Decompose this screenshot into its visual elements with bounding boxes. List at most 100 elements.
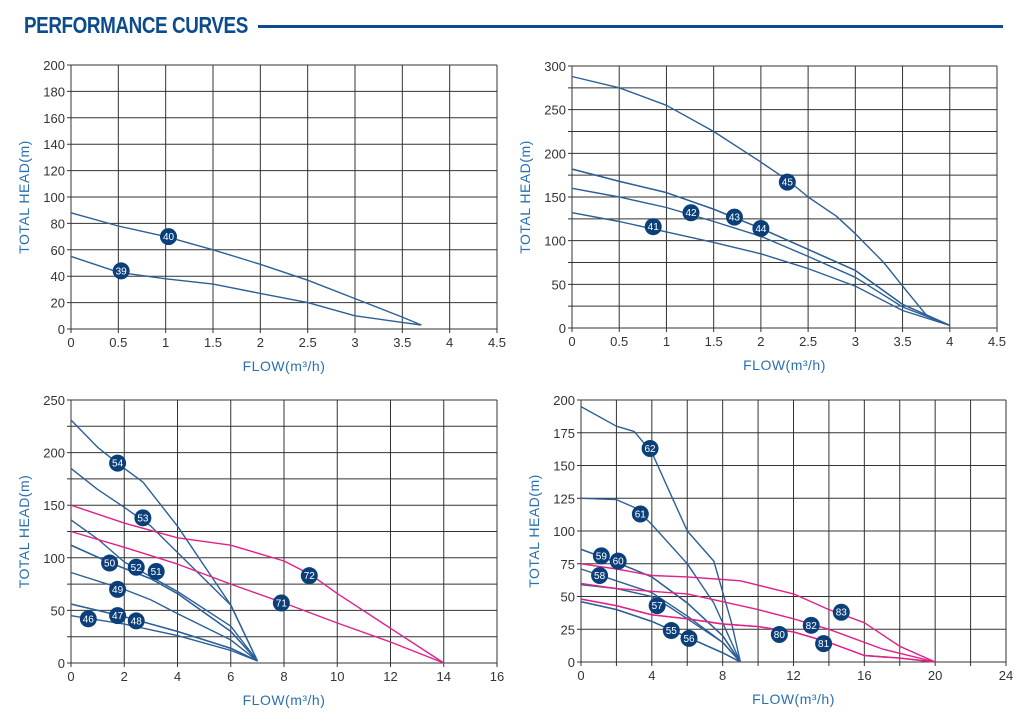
x-tick-label: 2 [757,334,764,349]
curve-58 [580,568,741,663]
curve-72 [70,504,445,664]
curve-marker-40 [160,228,178,246]
curve-label-60: 60 [613,557,625,568]
x-tick-label: 16 [490,669,504,684]
chart-2: 0 0.5 1 1.5 2 2.5 3 3.5 4 4.5 0 50 100 150 200 250 300 FL… [517,59,1006,373]
curve-61 [580,497,742,663]
curve-label-48: 48 [131,616,143,627]
x-tick-label: 12 [786,668,800,683]
y-axis-title: TOTAL HEAD(m) [526,474,542,588]
y-tick-label: 100 [553,524,575,539]
y-tick-label: 50 [561,590,575,605]
curve-45 [571,75,951,327]
y-tick-label: 250 [43,393,65,408]
curve-marker-42 [682,204,700,222]
y-tick-label: 0 [58,322,65,337]
x-tick-label: 4.5 [988,334,1006,349]
curve-marker-61 [631,505,649,523]
y-axis-title: TOTAL HEAD(m) [16,140,32,254]
curve-marker-50 [101,554,119,572]
x-axis-title: FLOW(m³/h) [243,692,326,708]
curve-marker-47 [109,607,127,625]
x-tick-label: 4 [946,334,953,349]
y-tick-label: 160 [43,111,65,126]
x-tick-label: 10 [330,669,344,684]
curve-marker-60 [609,552,627,570]
curve-39 [70,255,422,326]
curve-label-82: 82 [806,621,818,632]
curve-48 [70,603,258,662]
x-tick-label: 14 [437,669,451,684]
curve-41 [571,212,951,327]
curve-82 [580,582,936,663]
curve-label-59: 59 [596,551,608,562]
y-tick-label: 0 [568,655,575,670]
curve-marker-45 [778,173,796,191]
curve-label-50: 50 [104,559,116,570]
curve-marker-43 [725,208,743,226]
curve-label-80: 80 [774,630,786,641]
curve-label-61: 61 [635,509,647,520]
curve-marker-82 [802,616,820,634]
curve-54 [70,419,259,662]
x-tick-label: 3 [351,335,358,350]
curve-label-54: 54 [112,459,124,470]
y-tick-label: 40 [51,269,65,284]
curve-label-56: 56 [683,634,695,645]
y-tick-label: 25 [561,622,575,637]
curve-label-49: 49 [112,585,124,596]
y-tick-label: 50 [552,277,566,292]
curve-marker-41 [644,218,662,236]
curve-marker-58 [591,567,609,585]
chart-3: 0 2 4 6 8 10 12 14 16050100150200250FLOW(m³/h)TO… [16,393,504,708]
y-axis-title: TOTAL HEAD(m) [517,140,533,254]
curve-label-47: 47 [112,611,124,622]
curve-label-55: 55 [666,626,678,637]
x-tick-label: 0 [568,334,575,349]
y-axis-title: TOTAL HEAD(m) [16,475,32,589]
y-tick-label: 300 [544,59,566,74]
x-tick-label: 4 [174,669,181,684]
chart-4: 0 4 8 12 16 20 24 0 25 50 75 100 125 150 175 200 FLOW(m³… [526,393,1013,707]
y-tick-label: 80 [51,216,65,231]
y-tick-label: 100 [43,551,65,566]
x-tick-label: 20 [928,668,942,683]
x-tick-label: 8 [719,668,726,683]
curve-marker-49 [109,580,127,598]
curve-label-51: 51 [151,567,163,578]
curve-label-45: 45 [782,178,794,189]
curve-label-41: 41 [648,222,660,233]
curve-marker-62 [641,439,659,457]
y-tick-label: 200 [43,446,65,461]
x-tick-label: 8 [280,669,287,684]
curve-46 [70,615,258,662]
y-tick-label: 0 [559,321,566,336]
x-tick-label: 12 [383,669,397,684]
curve-marker-81 [815,635,833,653]
y-tick-label: 0 [58,656,65,671]
x-tick-label: 0.5 [109,335,127,350]
title-divider [258,25,1003,28]
y-tick-label: 100 [43,190,65,205]
x-tick-label: 2.5 [299,335,317,350]
x-axis-title: FLOW(m³/h) [752,691,835,707]
y-tick-label: 150 [553,459,575,474]
x-tick-label: 0.5 [610,334,628,349]
curve-marker-46 [79,610,97,628]
curve-marker-54 [109,454,127,472]
y-tick-label: 50 [51,603,65,618]
y-tick-label: 60 [51,243,65,258]
x-tick-label: 3 [852,334,859,349]
curve-marker-55 [662,622,680,640]
curve-label-52: 52 [131,563,143,574]
curve-label-44: 44 [755,224,767,235]
x-tick-label: 1 [162,335,169,350]
curve-label-83: 83 [836,608,848,619]
curve-marker-59 [592,547,610,565]
y-tick-label: 180 [43,84,65,99]
x-tick-label: 4 [648,668,655,683]
curve-marker-83 [832,603,850,621]
x-tick-label: 2 [121,669,128,684]
y-tick-label: 20 [51,296,65,311]
